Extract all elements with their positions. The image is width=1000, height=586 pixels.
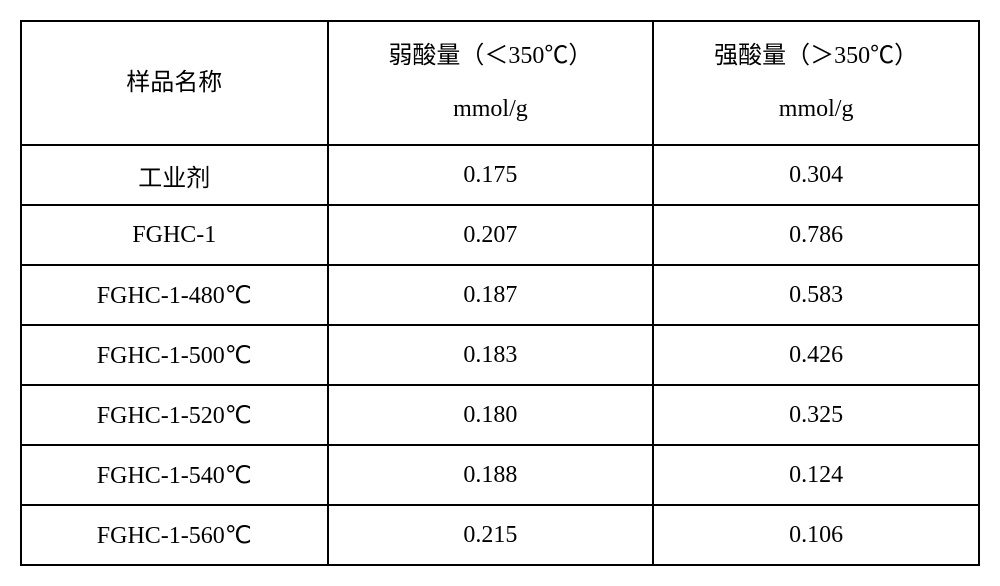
col-header-strong-acid: 强酸量（＞350℃） mmol/g: [653, 21, 979, 145]
table-row: FGHC-1-480℃ 0.187 0.583: [21, 265, 979, 325]
cell-weak-acid: 0.187: [328, 265, 654, 325]
table-row: FGHC-1-560℃ 0.215 0.106: [21, 505, 979, 565]
cell-sample-name: FGHC-1-540℃: [21, 445, 328, 505]
cell-strong-acid: 0.426: [653, 325, 979, 385]
cell-weak-acid: 0.188: [328, 445, 654, 505]
col-header-strong-acid-line1: 强酸量（＞350℃）: [655, 30, 977, 83]
table-header-row: 样品名称 弱酸量（＜350℃） mmol/g 强酸量（＞350℃） mmol/g: [21, 21, 979, 145]
cell-sample-name: FGHC-1-480℃: [21, 265, 328, 325]
cell-strong-acid: 0.124: [653, 445, 979, 505]
cell-strong-acid: 0.583: [653, 265, 979, 325]
cell-weak-acid: 0.215: [328, 505, 654, 565]
cell-sample-name: FGHC-1-520℃: [21, 385, 328, 445]
cell-strong-acid: 0.786: [653, 205, 979, 265]
col-header-sample-name: 样品名称: [21, 21, 328, 145]
cell-weak-acid: 0.175: [328, 145, 654, 205]
cell-sample-name: FGHC-1: [21, 205, 328, 265]
table-header: 样品名称 弱酸量（＜350℃） mmol/g 强酸量（＞350℃） mmol/g: [21, 21, 979, 145]
cell-strong-acid: 0.106: [653, 505, 979, 565]
col-header-sample-name-line1: 样品名称: [23, 57, 326, 110]
cell-weak-acid: 0.180: [328, 385, 654, 445]
cell-sample-name: 工业剂: [21, 145, 328, 205]
cell-weak-acid: 0.207: [328, 205, 654, 265]
col-header-strong-acid-unit: mmol/g: [655, 83, 977, 136]
table-row: FGHC-1-520℃ 0.180 0.325: [21, 385, 979, 445]
table-row: FGHC-1-540℃ 0.188 0.124: [21, 445, 979, 505]
cell-sample-name: FGHC-1-560℃: [21, 505, 328, 565]
col-header-weak-acid-line1: 弱酸量（＜350℃）: [330, 30, 652, 83]
cell-weak-acid: 0.183: [328, 325, 654, 385]
table-row: 工业剂 0.175 0.304: [21, 145, 979, 205]
col-header-weak-acid: 弱酸量（＜350℃） mmol/g: [328, 21, 654, 145]
col-header-weak-acid-unit: mmol/g: [330, 83, 652, 136]
cell-strong-acid: 0.304: [653, 145, 979, 205]
table-body: 工业剂 0.175 0.304 FGHC-1 0.207 0.786 FGHC-…: [21, 145, 979, 565]
acid-table-container: 样品名称 弱酸量（＜350℃） mmol/g 强酸量（＞350℃） mmol/g…: [20, 20, 980, 566]
table-row: FGHC-1-500℃ 0.183 0.426: [21, 325, 979, 385]
cell-strong-acid: 0.325: [653, 385, 979, 445]
cell-sample-name: FGHC-1-500℃: [21, 325, 328, 385]
table-row: FGHC-1 0.207 0.786: [21, 205, 979, 265]
acid-table: 样品名称 弱酸量（＜350℃） mmol/g 强酸量（＞350℃） mmol/g…: [20, 20, 980, 566]
